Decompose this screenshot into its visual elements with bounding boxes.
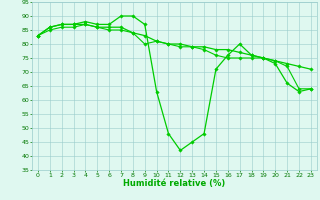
X-axis label: Humidité relative (%): Humidité relative (%) (123, 179, 226, 188)
